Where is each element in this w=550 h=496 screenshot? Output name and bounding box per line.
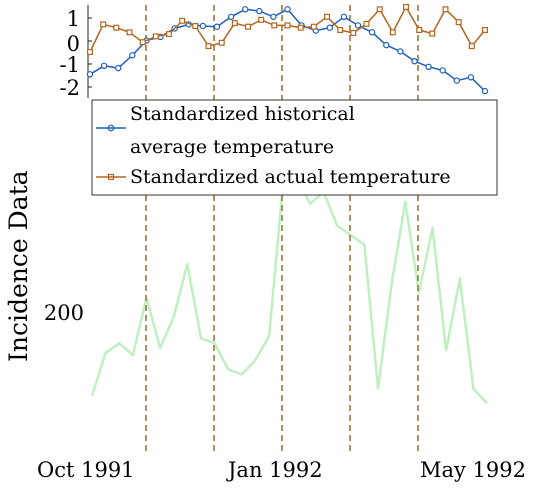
legend-box [91,99,498,196]
point-actual-13 [258,16,265,23]
point-historical-27 [467,74,475,81]
point-historical-26 [453,77,460,84]
point-actual-10 [218,39,225,46]
point-actual-25 [416,27,423,34]
point-historical-22 [397,48,404,55]
incidence-layer [90,173,488,405]
point-actual-8 [192,23,199,30]
point-actual-20 [350,30,357,37]
point-actual-17 [310,23,317,30]
x-tick-label-oct-1991: Oct 1991 [37,458,135,482]
point-historical-13 [270,13,277,20]
inset-y-tick-label-minus2: -2 [60,76,80,100]
legend-label-actual: Standardized actual temperature [130,166,451,188]
point-actual-3 [126,29,133,36]
point-historical-2 [114,64,122,72]
legend-label-historical-line1: Standardized historical [130,103,355,125]
point-historical-19 [354,22,362,29]
point-historical-23 [411,58,418,65]
point-historical-3 [129,52,136,59]
point-actual-7 [179,17,186,24]
point-actual-22 [376,6,383,13]
point-actual-16 [297,24,304,31]
point-actual-26 [429,30,436,37]
point-historical-18 [340,13,348,20]
point-actual-9 [205,43,212,50]
legend-label-historical-line2: average temperature [130,136,334,158]
incidence-line [90,173,488,405]
inset-y-tick-label-0: 0 [67,32,80,56]
y-tick-label-200: 200 [44,301,84,325]
point-historical-14 [284,6,291,13]
point-actual-29 [468,43,475,50]
point-actual-1 [100,21,107,28]
legend: Standardized historical average temperat… [91,99,498,196]
inset-y-tick-label-1: 1 [67,7,80,31]
point-actual-15 [284,22,291,29]
point-actual-30 [482,27,489,34]
point-actual-11 [231,20,238,27]
point-actual-18 [324,13,331,20]
point-actual-0 [86,48,93,55]
point-historical-24 [425,63,432,71]
series-line-historical [89,8,486,92]
point-actual-6 [166,31,173,38]
point-actual-28 [455,19,462,26]
point-actual-27 [442,6,449,13]
point-historical-1 [100,62,108,70]
y-axis-label: Incidence Data [4,170,33,362]
point-actual-23 [389,29,396,36]
point-historical-28 [481,87,489,95]
point-historical-10 [227,13,235,20]
point-actual-19 [337,27,344,34]
point-actual-14 [271,22,278,29]
point-actual-4 [139,39,146,46]
point-historical-25 [439,67,446,74]
point-actual-24 [403,3,410,11]
axis-layer: Incidence Data 200 Oct 1991 Jan 1992 May… [4,7,526,482]
series-line-actual [89,6,486,53]
x-tick-label-may-1992: May 1992 [420,458,526,482]
point-historical-20 [368,29,376,36]
point-historical-0 [86,71,94,78]
inset-y-tick-label-minus1: -1 [60,53,80,77]
point-historical-11 [241,6,249,13]
point-historical-9 [213,23,221,30]
event-lines-layer [145,5,419,455]
point-historical-8 [199,22,207,30]
point-actual-5 [152,33,159,40]
point-historical-17 [326,24,333,31]
legend-marker-historical [107,124,115,132]
legend-marker-actual [107,173,115,181]
inset-layer [86,3,489,98]
point-actual-2 [113,24,120,31]
point-historical-21 [383,41,390,49]
point-actual-12 [245,23,252,30]
x-tick-label-jan-1992: Jan 1992 [226,458,323,482]
point-actual-21 [363,20,370,27]
point-historical-12 [256,7,263,15]
